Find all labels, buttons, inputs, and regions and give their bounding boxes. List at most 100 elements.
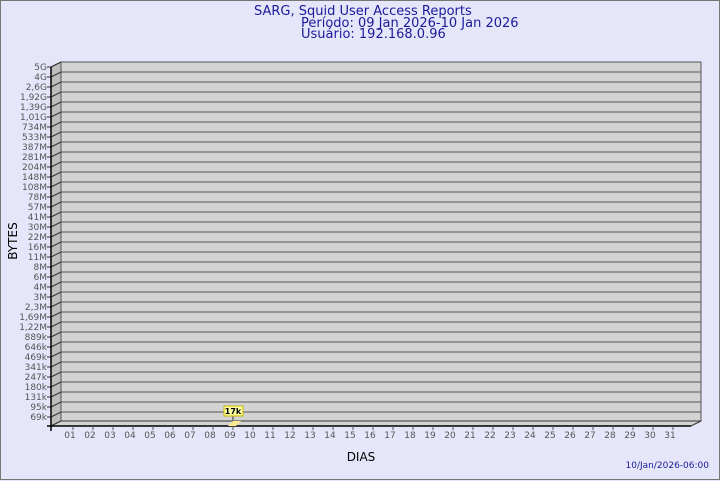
y-tick-label: 78M xyxy=(28,193,47,203)
y-tick-label: 69k xyxy=(30,413,47,423)
y-tick-label: 1,39G xyxy=(20,103,47,113)
y-tick-slant xyxy=(50,331,62,338)
y-tick-label: 5G xyxy=(34,63,47,73)
chart-period: Período: 09 Jan 2026-10 Jan 2026 xyxy=(301,16,519,31)
y-tick-slant xyxy=(50,241,62,248)
chart-user: Usuário: 192.168.0.96 xyxy=(301,27,446,42)
bar-label-box xyxy=(223,405,244,417)
y-tick-slant xyxy=(50,261,62,268)
x-axis-title: DIAS xyxy=(347,450,376,464)
y-tick-label: 2,6G xyxy=(26,83,47,93)
y-tick-slant xyxy=(50,281,62,288)
y-tick-slant xyxy=(50,391,62,398)
x-tick-label: 18 xyxy=(404,431,416,441)
y-tick-slant xyxy=(50,341,62,348)
x-tick-label: 08 xyxy=(204,431,216,441)
y-tick-slant xyxy=(50,381,62,388)
x-tick-label: 07 xyxy=(184,431,195,441)
x-tick-label: 15 xyxy=(344,431,355,441)
y-tick-label: 469k xyxy=(25,353,48,363)
y-tick-label: 16M xyxy=(28,243,47,253)
y-tick-label: 2,3M xyxy=(25,303,47,313)
y-tick-label: 4G xyxy=(34,73,47,83)
y-tick-slant xyxy=(50,111,62,118)
y-tick-label: 95k xyxy=(30,403,47,413)
x-tick-label: 02 xyxy=(84,431,95,441)
y-tick-slant xyxy=(50,371,62,378)
x-tick-label: 16 xyxy=(364,431,376,441)
x-tick-label: 13 xyxy=(304,431,315,441)
x-tick-label: 04 xyxy=(124,431,136,441)
y-tick-slant xyxy=(50,151,62,158)
y-tick-label: 1,69M xyxy=(19,313,47,323)
y-tick-label: 646k xyxy=(25,343,48,353)
y-tick-label: 889k xyxy=(25,333,48,343)
y-tick-label: 1,92G xyxy=(20,93,47,103)
x-tick-label: 12 xyxy=(284,431,295,441)
y-tick-slant xyxy=(50,361,62,368)
y-tick-slant xyxy=(50,161,62,168)
x-tick-label: 11 xyxy=(264,431,275,441)
y-tick-label: 22M xyxy=(28,233,47,243)
x-tick-label: 25 xyxy=(544,431,555,441)
y-tick-slant xyxy=(50,61,62,68)
y-tick-label: 180k xyxy=(25,383,48,393)
x-tick-label: 28 xyxy=(604,431,616,441)
y-tick-label: 387M xyxy=(22,143,47,153)
y-tick-slant xyxy=(50,271,62,278)
x-tick-label: 01 xyxy=(64,431,75,441)
x-tick-label: 27 xyxy=(584,431,595,441)
y-tick-slant xyxy=(50,71,62,78)
y-tick-label: 1,22M xyxy=(19,323,47,333)
y-tick-slant xyxy=(50,171,62,178)
y-tick-slant xyxy=(50,131,62,138)
x-tick-label: 26 xyxy=(564,431,576,441)
x-tick-label: 09 xyxy=(224,431,236,441)
y-tick-slant xyxy=(50,321,62,328)
y-tick-slant xyxy=(50,231,62,238)
x-tick-label: 03 xyxy=(104,431,115,441)
y-tick-label: 11M xyxy=(28,253,47,263)
y-tick-slant xyxy=(50,221,62,228)
y-tick-slant xyxy=(50,141,62,148)
x-tick-label: 17 xyxy=(384,431,395,441)
y-tick-label: 8M xyxy=(34,263,48,273)
x-tick-label: 23 xyxy=(504,431,515,441)
y-tick-slant xyxy=(50,211,62,218)
x-tick-label: 10 xyxy=(244,431,256,441)
y-tick-slant xyxy=(50,81,62,88)
x-tick-label: 06 xyxy=(164,431,176,441)
y-tick-slant xyxy=(50,311,62,318)
y-tick-slant xyxy=(50,401,62,408)
x-tick-label: 14 xyxy=(324,431,336,441)
y-tick-slant xyxy=(50,201,62,208)
y-tick-slant xyxy=(50,101,62,108)
y-tick-slant xyxy=(50,291,62,298)
bar-label: 17k xyxy=(225,407,242,416)
y-tick-label: 734M xyxy=(22,123,47,133)
y-tick-label: 131k xyxy=(25,393,48,403)
y-tick-label: 57M xyxy=(28,203,47,213)
y-tick-slant xyxy=(50,351,62,358)
y-tick-slant xyxy=(50,191,62,198)
y-tick-label: 108M xyxy=(22,183,47,193)
y-tick-label: 204M xyxy=(22,163,47,173)
y-tick-label: 3M xyxy=(34,293,48,303)
x-tick-label: 22 xyxy=(484,431,495,441)
chart-title: SARG, Squid User Access Reports xyxy=(254,4,472,19)
x-tick-label: 20 xyxy=(444,431,456,441)
y-tick-label: 1,01G xyxy=(20,113,47,123)
y-tick-slant xyxy=(50,411,62,418)
y-tick-slant xyxy=(50,301,62,308)
x-tick-label: 05 xyxy=(144,431,155,441)
y-tick-label: 6M xyxy=(34,273,48,283)
y-tick-label: 30M xyxy=(28,223,47,233)
y-tick-slant xyxy=(50,181,62,188)
x-tick-label: 24 xyxy=(524,431,536,441)
y-tick-label: 41M xyxy=(28,213,47,223)
y-tick-label: 247k xyxy=(25,373,48,383)
y-tick-label: 148M xyxy=(22,173,47,183)
y-tick-slant xyxy=(50,91,62,98)
y-tick-label: 533M xyxy=(22,133,47,143)
